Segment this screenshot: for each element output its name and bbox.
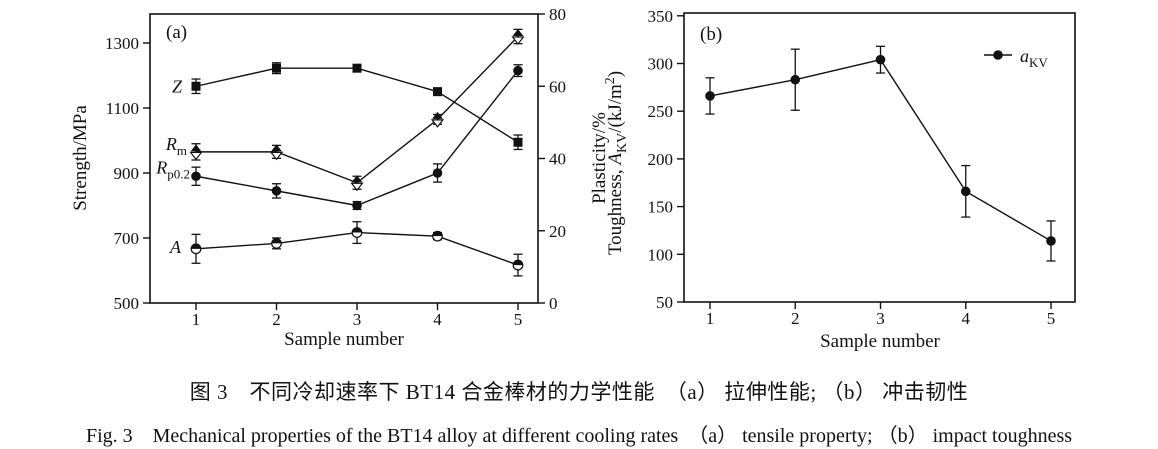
y2-tick-label: 80: [549, 5, 566, 24]
y-tick-label: 300: [648, 55, 674, 74]
series-A: A: [169, 221, 524, 277]
y-tick-label: 1300: [105, 34, 139, 53]
caption-chinese: 图 3 不同冷却速率下 BT14 合金棒材的力学性能 （a） 拉伸性能; （b）…: [189, 380, 969, 404]
marker-A: [513, 260, 523, 266]
series-label-Rm: Rm: [165, 134, 187, 158]
x-tick-label: 3: [876, 309, 885, 328]
marker-Rp0.2: [432, 168, 443, 178]
panel-label: (a): [166, 22, 187, 43]
panel-a: 1 2 3 4 5 500 700 900 1100 1300 0 20 40 60 80 Sample nu…: [70, 5, 610, 350]
marker-aKV: [875, 54, 886, 65]
marker-Z: [513, 137, 523, 147]
plot-border: [149, 13, 539, 304]
marker-Rp0.2: [191, 171, 201, 182]
x-tick-label: 4: [433, 310, 442, 329]
y-tick-label: 200: [648, 150, 674, 169]
y2-axis-title: Plasticity/%: [589, 112, 610, 204]
plot-border: [683, 12, 1076, 303]
marker-Rm: [190, 144, 202, 152]
marker-Z: [433, 87, 442, 97]
marker-Rp0.2: [271, 186, 282, 196]
series-Rm: Rm: [165, 28, 525, 192]
marker-Rm: [350, 182, 364, 192]
marker-Rm: [512, 29, 524, 36]
marker-aKV: [960, 186, 971, 197]
y-axis-title: Toughness, AKV/(kJ/m2): [603, 71, 630, 255]
marker-Rp0.2: [352, 200, 362, 211]
marker-Z: [272, 63, 281, 73]
marker-A: [432, 231, 443, 237]
x-tick-label: 5: [1047, 309, 1056, 328]
x-tick-label: 3: [353, 310, 362, 329]
series-label-Z: Z: [172, 76, 183, 96]
series-line-Rm: [196, 36, 519, 184]
legend-label: aKV: [1020, 46, 1048, 70]
series-label-A: A: [169, 237, 182, 257]
marker-Rm: [430, 119, 445, 128]
marker-Rm: [351, 175, 363, 183]
x-tick-label: 1: [706, 309, 715, 328]
y2-tick-label: 20: [549, 222, 566, 241]
marker-Rm: [271, 144, 282, 152]
marker-aKV: [790, 74, 801, 85]
marker-Rm: [269, 151, 284, 161]
y2-tick-label: 60: [549, 77, 566, 96]
marker-Z: [352, 63, 362, 73]
marker-A: [271, 238, 282, 244]
x-tick-label: 1: [192, 310, 201, 329]
y-tick-label: 100: [648, 245, 674, 264]
series-label-Rp0.2: Rp0.2: [155, 157, 190, 181]
marker-Rm: [511, 36, 525, 45]
marker-Rp0.2: [513, 65, 523, 76]
panel-label: (b): [700, 24, 722, 45]
x-tick-label: 5: [514, 310, 523, 329]
x-tick-label: 4: [962, 309, 971, 328]
y-axis-title: Strength/MPa: [70, 105, 91, 211]
marker-A: [352, 227, 362, 233]
series-line-aKV: [709, 58, 1052, 242]
x-tick-label: 2: [272, 310, 281, 329]
y-tick-label: 250: [648, 102, 674, 121]
caption-english: Fig. 3 Mechanical properties of the BT14…: [85, 425, 1073, 447]
series-Z: Z: [172, 62, 523, 151]
y2-tick-label: 40: [549, 150, 566, 169]
y-tick-label: 1100: [106, 99, 139, 118]
marker-Rm: [189, 151, 203, 161]
panel-b: 1 2 3 4 5 50 100 150 200 250 300 350 Sample number To…: [603, 7, 1076, 352]
y-tick-label: 50: [656, 293, 673, 312]
series-Rp0.2: Rp0.2: [155, 64, 523, 211]
marker-aKV: [705, 91, 715, 101]
marker-Rm: [432, 111, 443, 119]
series-aKV: [705, 45, 1056, 262]
y-tick-label: 150: [648, 198, 674, 217]
x-axis-title: Sample number: [284, 329, 404, 350]
y-tick-label: 900: [114, 164, 140, 183]
y-tick-label: 350: [648, 7, 674, 26]
y-tick-label: 500: [114, 294, 140, 313]
y-tick-label: 700: [114, 229, 140, 248]
x-axis-title: Sample number: [820, 331, 940, 352]
marker-A: [191, 244, 201, 249]
x-tick-label: 2: [791, 309, 800, 328]
legend: aKV: [984, 46, 1048, 70]
y2-tick-label: 0: [549, 294, 558, 313]
marker-aKV: [1046, 236, 1056, 246]
marker-Z: [191, 81, 201, 91]
legend-marker: [993, 50, 1003, 60]
